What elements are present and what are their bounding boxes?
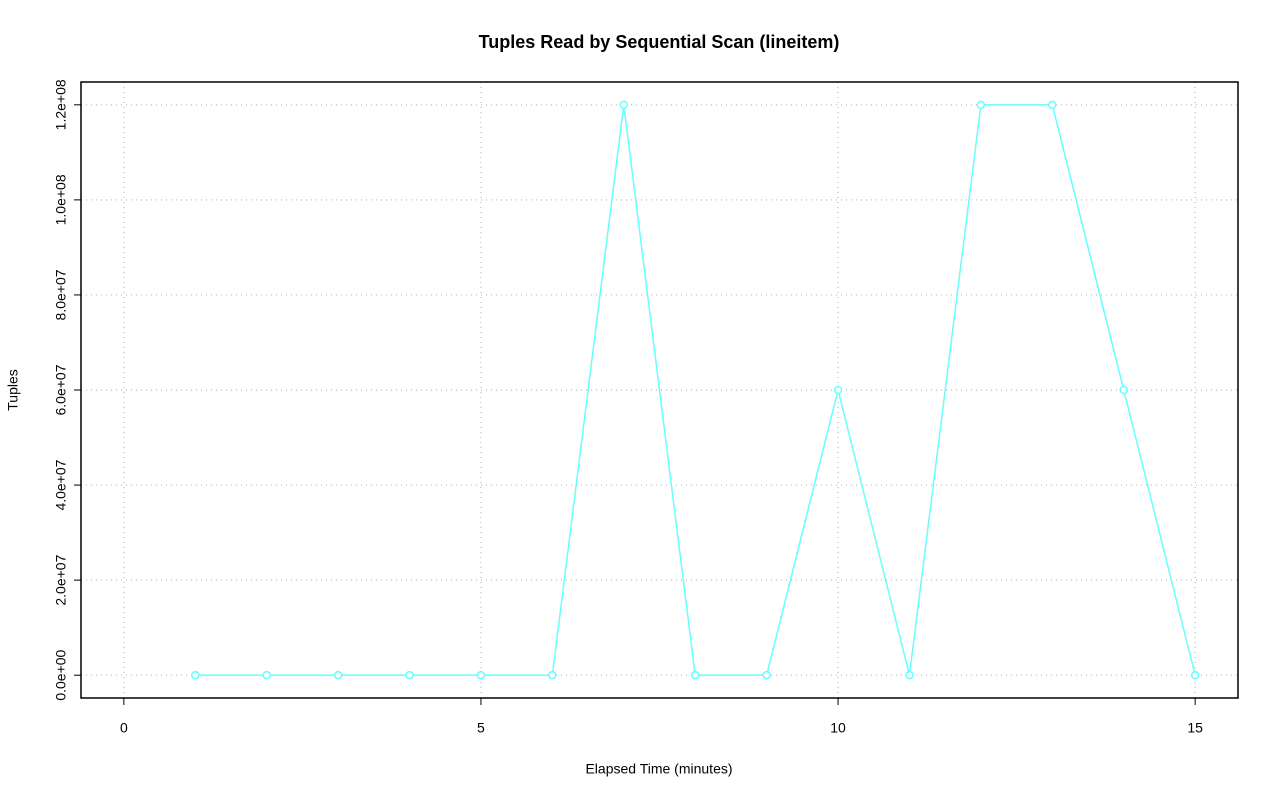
x-tick-label: 0 bbox=[120, 720, 128, 736]
x-tick-label: 5 bbox=[477, 720, 485, 736]
data-point bbox=[1190, 670, 1200, 680]
data-point bbox=[1048, 100, 1057, 110]
data-point bbox=[405, 670, 414, 680]
y-tick-label: 8.0e+07 bbox=[53, 269, 69, 320]
data-point bbox=[976, 100, 986, 110]
y-tick-label: 1.0e+08 bbox=[53, 174, 69, 225]
data-point bbox=[762, 670, 771, 680]
data-point bbox=[191, 670, 200, 680]
plot-frame bbox=[80, 81, 1239, 699]
y-tick-label: 0.0e+00 bbox=[53, 649, 69, 700]
y-tick-label: 6.0e+07 bbox=[53, 364, 69, 415]
data-point bbox=[690, 670, 700, 680]
series-line bbox=[195, 104, 1196, 676]
data-point bbox=[905, 670, 914, 680]
data-point bbox=[262, 670, 271, 680]
x-tick-label: 10 bbox=[830, 720, 846, 736]
data-point bbox=[619, 100, 629, 110]
data-point bbox=[1119, 385, 1128, 395]
y-tick-label: 1.2e+08 bbox=[53, 79, 69, 130]
x-tick-label: 15 bbox=[1187, 720, 1203, 736]
chart-title: Tuples Read by Sequential Scan (lineitem… bbox=[479, 32, 840, 52]
data-point bbox=[476, 670, 486, 680]
y-tick-label: 4.0e+07 bbox=[53, 459, 69, 510]
y-axis-label: Tuples bbox=[5, 369, 21, 411]
data-point bbox=[333, 670, 343, 680]
x-axis-label: Elapsed Time (minutes) bbox=[585, 761, 732, 777]
data-point bbox=[833, 385, 843, 395]
data-point bbox=[548, 670, 557, 680]
y-tick-label: 2.0e+07 bbox=[53, 554, 69, 605]
